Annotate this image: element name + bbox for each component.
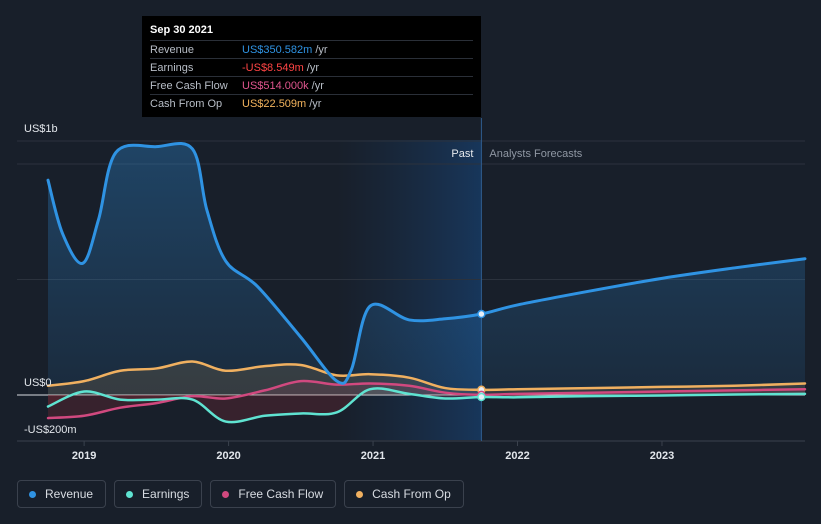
data-markers <box>477 309 486 402</box>
tooltip-unit: /yr <box>309 97 322 110</box>
free-cash-flow-line <box>46 379 807 420</box>
cash-from-op-area-positive <box>48 361 805 395</box>
tooltip-unit: /yr <box>306 61 319 74</box>
legend: Revenue Earnings Free Cash Flow Cash Fro… <box>17 480 464 508</box>
revenue-line <box>46 141 807 385</box>
legend-item-earnings[interactable]: Earnings <box>114 480 203 508</box>
past-label: Past <box>451 148 473 160</box>
tooltip-row-cash-from-op: Cash From Op US$22.509m /yr <box>150 94 473 112</box>
tooltip-value: US$350.582m <box>242 43 313 56</box>
x-tick-label: 2019 <box>72 450 96 462</box>
tooltip-unit: /yr <box>315 43 328 56</box>
x-tick-label: 2023 <box>650 450 674 462</box>
legend-dot-icon <box>29 490 36 498</box>
legend-label: Earnings <box>142 487 190 501</box>
legend-label: Revenue <box>45 487 94 501</box>
tooltip-value: US$22.509m <box>242 97 307 110</box>
series-lines <box>46 141 807 424</box>
axes: US$1b US$0 -US$200m 2019 2020 2021 2022 2023 Pas… <box>24 123 674 462</box>
forecast-label: Analysts Forecasts <box>489 148 582 160</box>
x-tick-label: 2021 <box>361 450 385 462</box>
tooltip-row-free-cash-flow: Free Cash Flow US$514.000k /yr <box>150 76 473 94</box>
legend-dot-icon <box>356 490 364 498</box>
cash-from-op-line <box>46 360 807 392</box>
revenue-area <box>48 143 805 395</box>
legend-label: Free Cash Flow <box>238 487 324 501</box>
legend-dot-icon <box>126 490 134 498</box>
tooltip-value: US$514.000k <box>242 79 309 92</box>
tooltip-row-earnings: Earnings -US$8.549m /yr <box>150 58 473 76</box>
tooltip-value: -US$8.549m <box>242 61 304 74</box>
y-axis-label: -US$200m <box>24 424 77 436</box>
tooltip-label: Free Cash Flow <box>150 79 228 92</box>
legend-dot-icon <box>222 490 230 498</box>
legend-label: Cash From Op <box>372 487 451 501</box>
tooltip: Sep 30 2021 Revenue US$350.582m /yr Earn… <box>142 16 481 117</box>
legend-item-free-cash-flow[interactable]: Free Cash Flow <box>210 480 337 508</box>
y-axis-label: US$0 <box>24 377 52 389</box>
free-cash-flow-area-negative <box>48 395 805 419</box>
earnings-line <box>46 387 807 424</box>
tooltip-unit: /yr <box>311 79 324 92</box>
x-tick-label: 2020 <box>216 450 240 462</box>
revenue-marker <box>477 309 486 319</box>
y-axis-label: US$1b <box>24 123 58 135</box>
legend-item-cash-from-op[interactable]: Cash From Op <box>344 480 464 508</box>
tooltip-row-revenue: Revenue US$350.582m /yr <box>150 40 473 58</box>
tooltip-label: Cash From Op <box>150 97 223 110</box>
x-tick-label: 2022 <box>505 450 529 462</box>
earnings-area-negative <box>48 395 805 423</box>
tooltip-label: Earnings <box>150 61 194 74</box>
tooltip-date: Sep 30 2021 <box>150 24 213 36</box>
tooltip-label: Revenue <box>150 43 195 56</box>
legend-item-revenue[interactable]: Revenue <box>17 480 107 508</box>
earnings-marker <box>477 392 486 402</box>
